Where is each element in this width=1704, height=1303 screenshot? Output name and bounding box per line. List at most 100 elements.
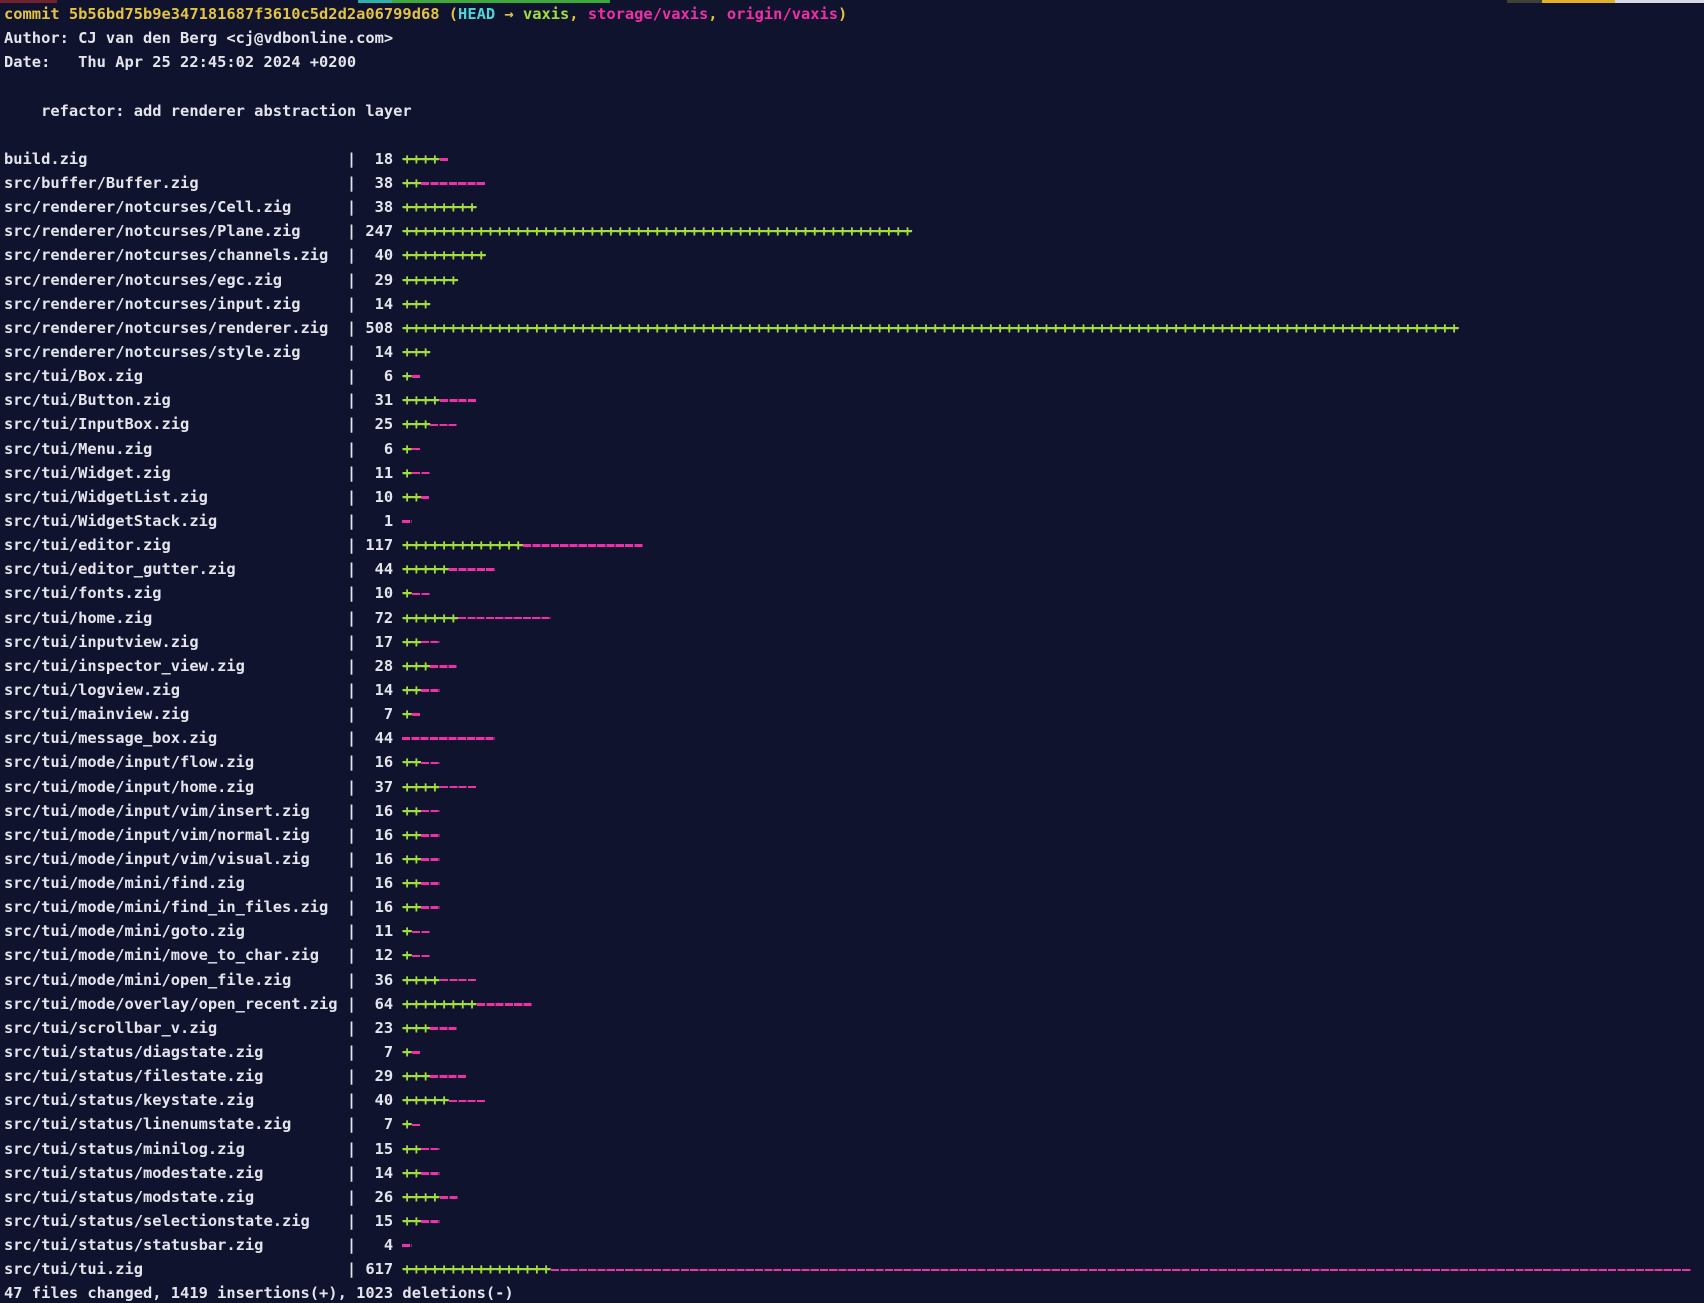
- commit-segment: ,: [569, 5, 588, 23]
- stat-separator: |: [346, 632, 366, 651]
- stat-separator: |: [346, 898, 366, 917]
- deletions-graph: [421, 1171, 440, 1175]
- change-count: 15: [365, 1139, 403, 1158]
- file-name: build.zig: [4, 149, 347, 168]
- stat-row: src/tui/mode/overlay/open_recent.zig | 6…: [4, 992, 1691, 1016]
- terminal-output: commit 5b56bd75b9e347181687f3610c5d2d2a0…: [4, 2, 1692, 1303]
- file-name: src/tui/mode/input/vim/insert.zig: [4, 801, 347, 820]
- change-count: 16: [365, 898, 403, 917]
- insertions-graph: +: [402, 1115, 412, 1134]
- segment-olive: [1507, 0, 1542, 3]
- stat-row: src/tui/scrollbar_v.zig | 23 +++: [4, 1016, 1691, 1040]
- change-count: 23: [365, 1018, 403, 1037]
- insertions-graph: ++: [402, 801, 422, 820]
- deletions-graph: [439, 399, 477, 403]
- deletions-graph: [430, 1027, 459, 1030]
- stat-row: src/tui/status/minilog.zig | 15 ++: [4, 1137, 1691, 1161]
- stat-row: src/tui/status/linenumstate.zig | 7 +: [4, 1112, 1691, 1136]
- stat-separator: |: [346, 318, 366, 337]
- insertions-graph: +: [402, 584, 412, 603]
- change-count: 16: [365, 801, 403, 820]
- file-name: src/tui/status/minilog.zig: [4, 1139, 347, 1158]
- insertions-graph: ++++++: [402, 270, 459, 289]
- change-count: 7: [365, 705, 403, 724]
- change-count: 31: [365, 391, 403, 410]
- deletions-graph: [448, 1099, 486, 1103]
- stat-row: src/renderer/notcurses/style.zig | 14 ++…: [4, 340, 1691, 364]
- stat-separator: |: [346, 1236, 366, 1255]
- stat-row: src/tui/home.zig | 72 ++++++: [4, 606, 1691, 630]
- commit-segment: (: [448, 5, 459, 23]
- file-name: src/tui/mode/input/flow.zig: [4, 753, 347, 772]
- insertions-graph: +: [402, 367, 412, 386]
- file-name: src/tui/mode/mini/open_file.zig: [4, 970, 347, 989]
- stat-separator: |: [346, 729, 366, 748]
- change-count: 16: [365, 753, 403, 772]
- deletions-graph: [421, 834, 440, 837]
- deletions-graph: [421, 1220, 440, 1223]
- stat-row: src/tui/WidgetList.zig | 10 ++: [4, 485, 1691, 509]
- file-name: src/tui/mode/mini/find.zig: [4, 874, 347, 893]
- stat-row: src/tui/mode/input/flow.zig | 16 ++: [4, 750, 1691, 774]
- change-count: 25: [365, 415, 403, 434]
- stat-row: src/tui/status/filestate.zig | 29 +++: [4, 1064, 1691, 1088]
- deletions-graph: [439, 978, 477, 982]
- commit-segment: commit 5b56bd75b9e347181687f3610c5d2d2a0…: [4, 5, 449, 23]
- stat-row: src/tui/inspector_view.zig | 28 +++: [4, 654, 1691, 678]
- stat-separator: |: [346, 342, 366, 361]
- file-name: src/renderer/notcurses/Plane.zig: [4, 222, 347, 241]
- commit-segment: origin/vaxis: [726, 5, 839, 23]
- stat-row: src/tui/WidgetStack.zig | 1: [4, 509, 1691, 533]
- change-count: 14: [365, 342, 403, 361]
- stat-separator: |: [346, 294, 366, 313]
- deletions-graph: [476, 1002, 533, 1006]
- stat-separator: |: [346, 608, 366, 627]
- file-name: src/tui/status/modestate.zig: [4, 1163, 347, 1182]
- stat-row: src/tui/logview.zig | 14 ++: [4, 678, 1691, 702]
- file-name: src/tui/WidgetStack.zig: [4, 511, 347, 530]
- change-count: 64: [365, 994, 403, 1013]
- stat-separator: |: [346, 849, 366, 868]
- segment-lavender: [1615, 0, 1704, 3]
- file-name: src/tui/Menu.zig: [4, 439, 347, 458]
- file-name: src/tui/Widget.zig: [4, 463, 347, 482]
- file-name: src/tui/editor.zig: [4, 536, 347, 555]
- stat-row: src/tui/status/modstate.zig | 26 ++++: [4, 1185, 1691, 1209]
- stat-separator: |: [346, 487, 366, 506]
- stat-separator: |: [346, 1018, 366, 1037]
- deletions-graph: [448, 568, 496, 572]
- change-count: 16: [365, 825, 403, 844]
- change-count: 15: [365, 1212, 403, 1231]
- stat-separator: |: [346, 149, 366, 168]
- deletions-graph: [430, 423, 459, 427]
- deletions-graph: [439, 1196, 459, 1199]
- file-name: src/renderer/notcurses/channels.zig: [4, 246, 347, 265]
- stat-row: src/tui/mode/mini/open_file.zig | 36 +++…: [4, 968, 1691, 992]
- top-strip: [0, 0, 1704, 3]
- change-count: 7: [365, 1043, 403, 1062]
- file-name: src/tui/mode/mini/move_to_char.zig: [4, 946, 347, 965]
- diffstat-rows: build.zig | 18 ++++ src/buffer/Buffer.zig…: [4, 147, 1692, 1282]
- stat-separator: |: [346, 946, 366, 965]
- deletions-graph: [550, 1268, 1692, 1272]
- deletions-graph: [411, 592, 431, 596]
- stat-separator: |: [346, 970, 366, 989]
- change-count: 38: [365, 198, 403, 217]
- change-count: 1: [365, 511, 403, 530]
- deletions-graph: [439, 785, 477, 789]
- stat-row: src/tui/editor_gutter.zig | 44 +++++: [4, 557, 1691, 581]
- stat-separator: |: [346, 173, 366, 192]
- file-name: src/tui/status/statusbar.zig: [4, 1236, 347, 1255]
- change-count: 26: [365, 1187, 403, 1206]
- insertions-graph: ++++++++++++++++++++++++++++++++++++++++…: [402, 318, 1459, 337]
- stat-row: build.zig | 18 ++++: [4, 147, 1691, 171]
- stat-row: src/tui/InputBox.zig | 25 +++: [4, 412, 1691, 436]
- segment-green: [392, 0, 610, 3]
- stat-row: src/tui/mainview.zig | 7 +: [4, 702, 1691, 726]
- file-name: src/renderer/notcurses/input.zig: [4, 294, 347, 313]
- commit-segment: →: [495, 5, 523, 23]
- file-name: src/tui/inspector_view.zig: [4, 656, 347, 675]
- summary-line: 47 files changed, 1419 insertions(+), 10…: [4, 1284, 514, 1303]
- insertions-graph: +: [402, 922, 412, 941]
